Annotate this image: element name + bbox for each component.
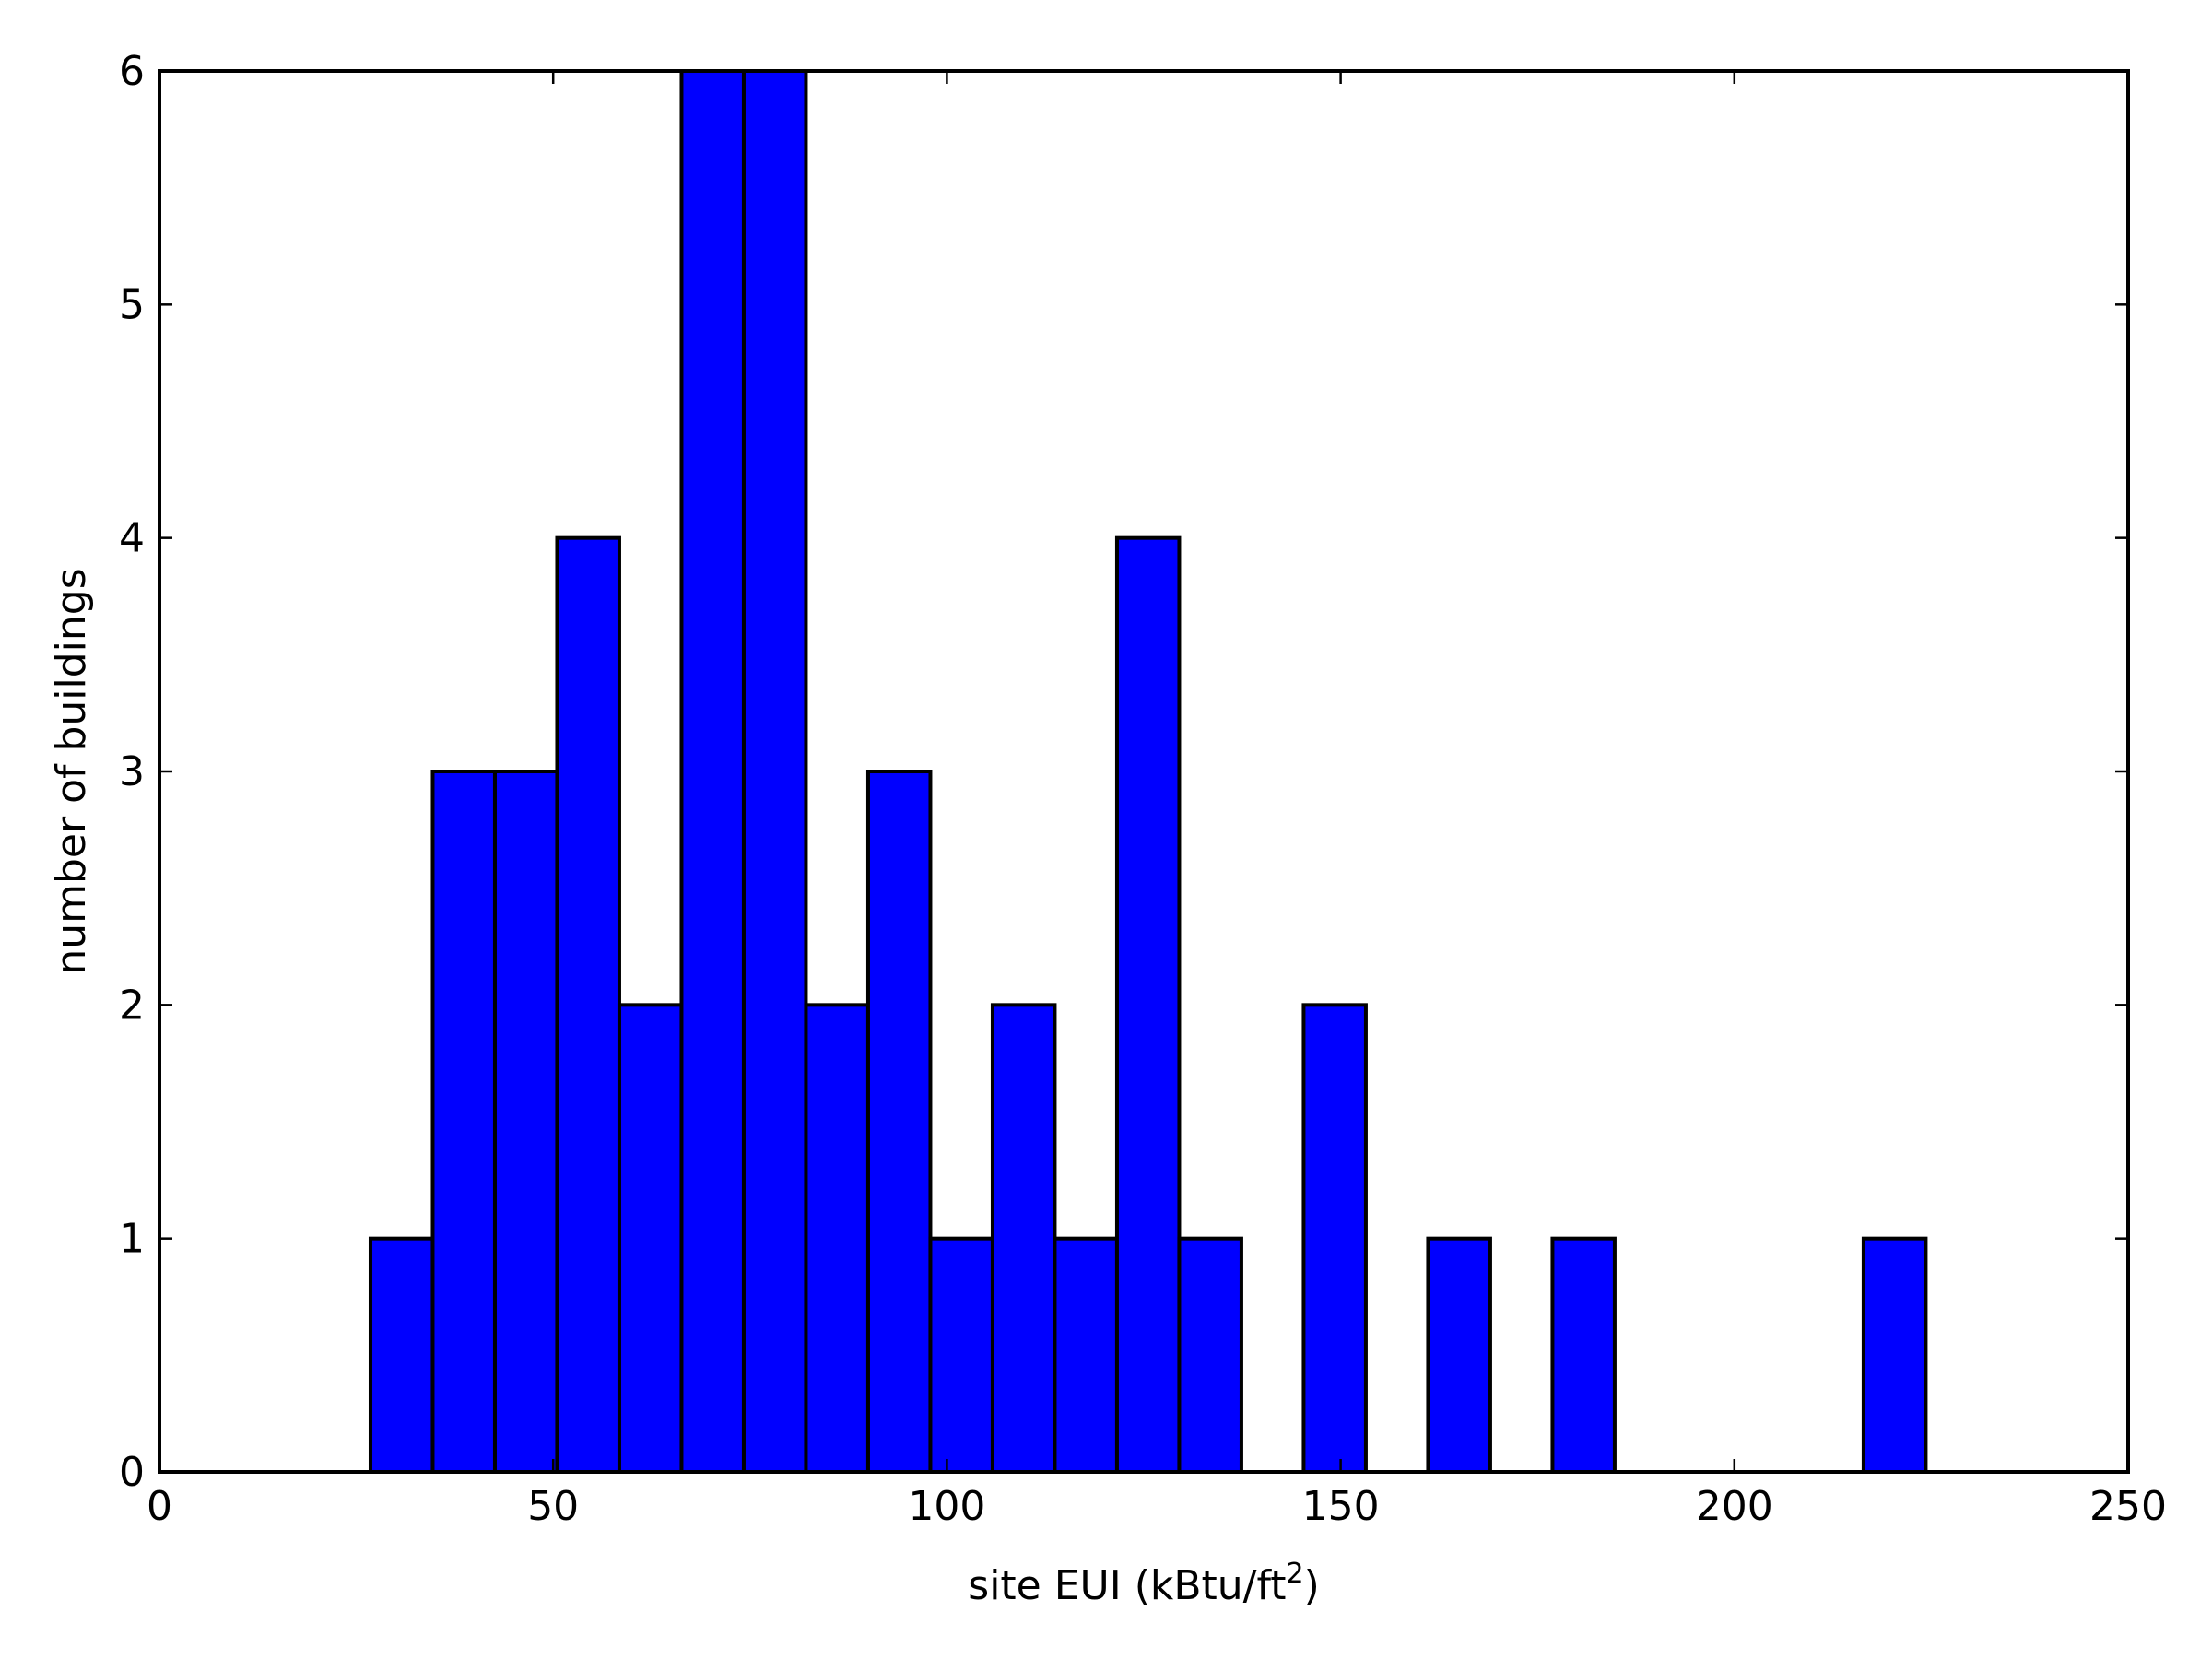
x-axis-label-superscript: 2 [1286,1558,1303,1590]
x-tick-label-5: 250 [2089,1483,2167,1530]
y-axis-label: number of buildings [48,568,95,974]
bars-group [368,69,1928,1475]
x-tick-label-3: 150 [1302,1483,1380,1530]
y-tick-label-3: 3 [119,748,145,795]
y-tick-label-1: 1 [119,1216,145,1263]
tick-labels-group: 0 50 100 150 200 250 0 1 2 3 4 5 6 [119,48,2167,1530]
x-axis-label-main: site EUI (kBtu/ft [968,1562,1286,1609]
histogram-bar-12 [1114,535,1182,1474]
histogram-bar-8 [865,770,933,1474]
y-tick-label-2: 2 [119,982,145,1029]
histogram-bar-16 [1550,1236,1617,1474]
histogram-bar-4 [617,1003,684,1475]
histogram-bar-3 [555,535,621,1474]
histogram-bar-11 [1053,1236,1119,1474]
histogram-bar-7 [804,1003,870,1475]
histogram-bar-10 [990,1003,1057,1475]
y-tick-label-4: 4 [119,515,145,562]
y-tick-label-6: 6 [119,48,145,95]
x-tick-label-2: 100 [908,1483,985,1530]
x-tick-label-4: 200 [1696,1483,1773,1530]
plot-frame [158,69,2130,1474]
histogram-bar-14 [1301,1003,1368,1475]
histogram-bar-6 [741,69,808,1474]
x-axis-label: site EUI (kBtu/ft2) [968,1558,1319,1609]
histogram-bar-0 [368,1236,435,1474]
histogram-bar-17 [1861,1236,1928,1474]
x-tick-label-0: 0 [147,1483,172,1530]
histogram-bar-5 [679,69,746,1474]
histogram-bar-9 [928,1236,994,1474]
histogram-bar-1 [430,770,497,1474]
x-axis-label-suffix: ) [1304,1562,1320,1609]
y-tick-label-5: 5 [119,281,145,328]
histogram-bar-13 [1177,1236,1243,1474]
x-tick-label-1: 50 [527,1483,579,1530]
histogram-bar-2 [492,770,559,1474]
y-tick-label-0: 0 [119,1449,145,1496]
histogram-bar-15 [1426,1236,1492,1474]
